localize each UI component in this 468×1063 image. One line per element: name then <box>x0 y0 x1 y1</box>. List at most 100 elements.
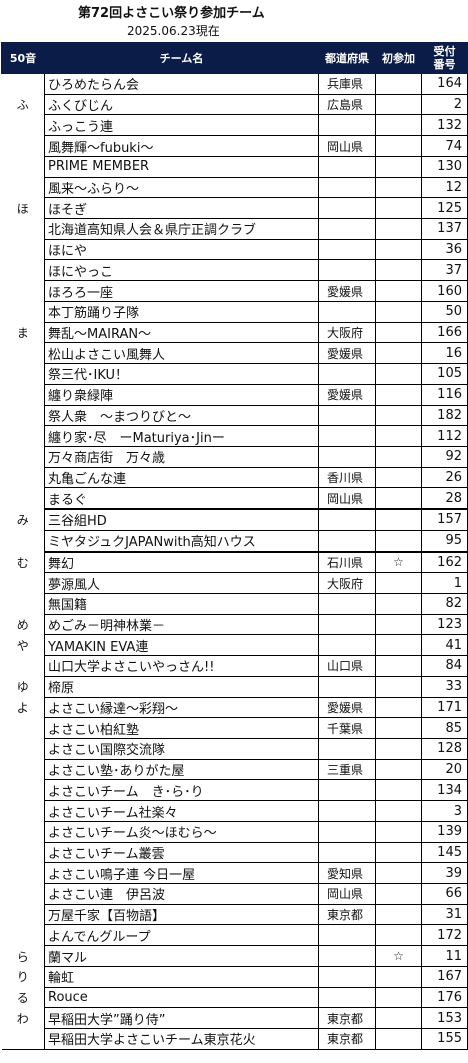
prefecture-cell <box>318 738 376 760</box>
table-row: ま舞乱～MAIRAN～ 大阪府 166 <box>1 321 468 344</box>
prefecture-cell <box>318 613 376 636</box>
first-time-cell <box>375 342 422 365</box>
first-time-cell <box>375 300 422 323</box>
team-name-cell: 蘭マル <box>44 945 319 967</box>
first-time-cell <box>375 93 422 116</box>
table-row: 本丁筋踊り子隊 50 <box>1 300 468 323</box>
entry-number-cell: 20 <box>421 758 468 781</box>
team-name-cell: よさこいチーム叢雲 <box>44 841 319 864</box>
col-prefecture: 都道府県 <box>318 42 376 74</box>
first-time-cell <box>375 404 422 427</box>
first-time-cell <box>375 1028 422 1050</box>
table-row: ふふくびじん 広島県 2 <box>1 93 468 116</box>
entry-number-cell: 36 <box>421 238 468 261</box>
first-time-cell <box>375 1007 422 1030</box>
document-title: 第72回よさこい祭り参加チーム <box>78 6 265 21</box>
entry-number-cell: 84 <box>421 655 468 677</box>
entry-number-cell: 176 <box>421 986 468 1009</box>
kana-cell: ふ <box>1 94 45 115</box>
team-name-cell: 万屋千家【百物語】 <box>44 903 319 926</box>
team-name-cell: ほそぎ <box>44 197 319 220</box>
entry-number-cell: 16 <box>421 342 468 365</box>
table-row: 祭三代･IKU！ 105 <box>1 363 468 385</box>
document-header: 第72回よさこい祭り参加チーム 2025.06.23現在 <box>0 0 360 40</box>
entry-number-cell: 1 <box>421 572 468 594</box>
first-time-cell <box>375 466 422 489</box>
kana-cell <box>1 467 45 488</box>
team-name-cell: Rouce <box>44 986 319 1009</box>
team-name-cell: よさこい鳴子連 今日一屋 <box>44 862 319 885</box>
team-name-cell: 夢源風人 <box>44 572 319 594</box>
prefecture-cell <box>318 924 376 947</box>
table-row: ミヤタジュクJAPANwith高知ハウス 95 <box>1 529 468 553</box>
entry-number-cell: 132 <box>421 114 468 137</box>
entry-number-cell: 167 <box>421 965 468 988</box>
kana-cell <box>1 862 45 884</box>
team-name-cell: ふくびじん <box>44 93 319 116</box>
first-time-cell <box>375 363 422 385</box>
entry-number-cell: 145 <box>421 841 468 864</box>
kana-cell <box>1 487 45 510</box>
team-name-cell: 本丁筋踊り子隊 <box>44 300 319 323</box>
first-time-cell <box>375 592 422 615</box>
entry-number-cell: 66 <box>421 883 468 905</box>
team-name-cell: 纏り家･尽 ーMaturiya･Jinー <box>44 425 319 447</box>
table-row: 万屋千家【百物語】 東京都 31 <box>1 903 468 926</box>
entry-number-cell: 92 <box>421 445 468 468</box>
prefecture-cell <box>318 529 376 553</box>
entry-number-cell: 12 <box>421 176 468 199</box>
table-row: 祭人衆 ～まつりびと～ 182 <box>1 404 468 427</box>
prefecture-cell <box>318 965 376 988</box>
entry-number-cell: 171 <box>421 696 468 719</box>
kana-cell: み <box>1 509 45 531</box>
kana-cell <box>1 821 45 843</box>
first-time-cell: ☆ <box>375 551 422 574</box>
first-time-cell <box>375 841 422 864</box>
kana-cell <box>1 384 45 405</box>
table-row: PRIME MEMBER 130 <box>1 155 468 178</box>
team-name-cell: 楴原 <box>44 675 319 698</box>
prefecture-cell <box>318 218 376 240</box>
prefecture-cell <box>318 592 376 615</box>
table-row: よさこい連 伊呂波 岡山県 66 <box>1 883 468 905</box>
table-row: まるぐ 岡山県 28 <box>1 487 468 511</box>
entry-number-cell: 31 <box>421 903 468 926</box>
first-time-cell <box>375 572 422 594</box>
table-row: 北海道高知県人会＆県庁正調クラブ 137 <box>1 218 468 240</box>
kana-cell <box>1 301 45 323</box>
entry-number-cell: 11 <box>421 945 468 967</box>
first-time-cell <box>375 965 422 988</box>
first-time-cell <box>375 508 422 531</box>
prefecture-cell: 愛媛県 <box>318 342 376 365</box>
entry-number-cell: 50 <box>421 300 468 323</box>
kana-cell <box>1 738 45 760</box>
first-time-cell <box>375 259 422 282</box>
table-row: 纏り衆緑陣 愛媛県 116 <box>1 383 468 406</box>
entry-number-cell: 39 <box>421 862 468 885</box>
col-entry-number: 受付 番号 <box>421 42 468 74</box>
entry-number-cell: 85 <box>421 717 468 739</box>
team-name-cell: 祭人衆 ～まつりびと～ <box>44 404 319 427</box>
entry-number-cell: 74 <box>421 135 468 157</box>
prefecture-cell: 兵庫県 <box>318 73 376 95</box>
entry-number-cell: 172 <box>421 924 468 947</box>
kana-cell: り <box>1 966 45 988</box>
entry-number-cell: 123 <box>421 613 468 636</box>
prefecture-cell <box>318 779 376 802</box>
kana-cell: め <box>1 614 45 635</box>
table-row: 夢源風人 大阪府 1 <box>1 572 468 594</box>
kana-cell <box>1 924 45 946</box>
entry-number-cell: 139 <box>421 820 468 843</box>
team-name-cell: よさこい縁達～彩翔～ <box>44 696 319 719</box>
team-name-cell: 風舞輝～fubuki～ <box>44 135 319 157</box>
table-row: よさこいチーム炎～ほむら～ 139 <box>1 820 468 843</box>
kana-cell <box>1 73 45 95</box>
team-name-cell: 纏り衆緑陣 <box>44 383 319 406</box>
first-time-cell <box>375 800 422 822</box>
table-row: よさこいチーム き･ら･り 134 <box>1 779 468 802</box>
table-row: 山口大学よさこいやっさん!! 山口県 84 <box>1 655 468 677</box>
kana-cell <box>1 280 45 302</box>
entry-number-cell: 137 <box>421 218 468 240</box>
col-first-time: 初参加 <box>375 42 422 74</box>
prefecture-cell: 広島県 <box>318 93 376 116</box>
